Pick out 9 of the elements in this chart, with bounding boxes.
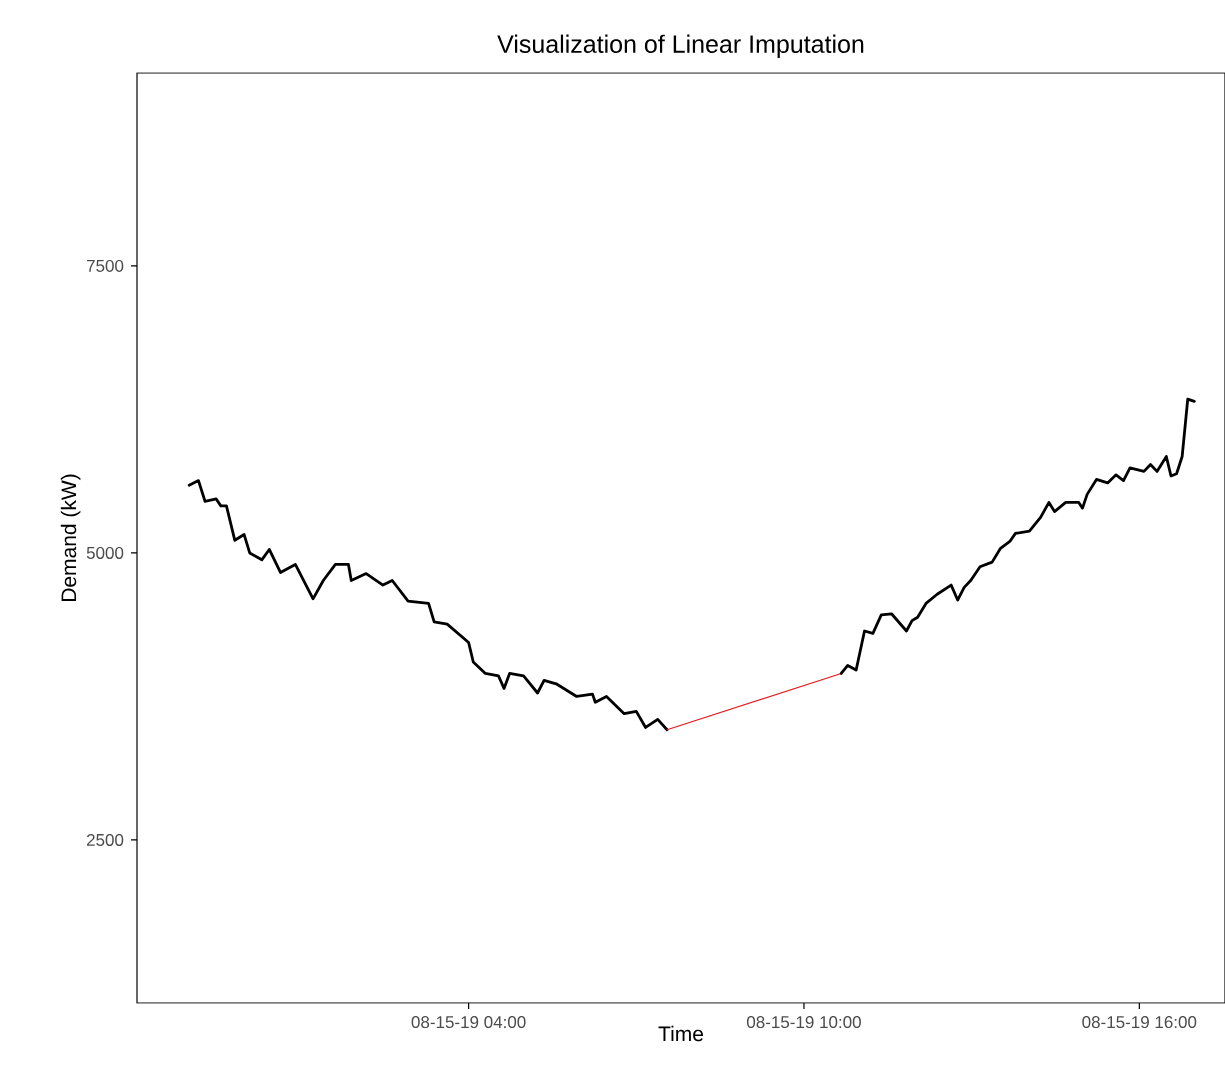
x-axis-title: Time (658, 1025, 703, 1042)
x-tick-label: 08-15-19 16:00 (1082, 1016, 1197, 1029)
y-axis-title: Demand (kW) (60, 474, 81, 602)
y-tick-label: 5000 (86, 546, 124, 559)
chart-title: Visualization of Linear Imputation (497, 34, 864, 58)
y-tick-label: 2500 (86, 833, 124, 846)
x-tick-label: 08-15-19 10:00 (746, 1016, 861, 1029)
y-tick-label: 7500 (87, 259, 124, 272)
x-tick-label: 08-15-19 04:00 (411, 1016, 526, 1029)
